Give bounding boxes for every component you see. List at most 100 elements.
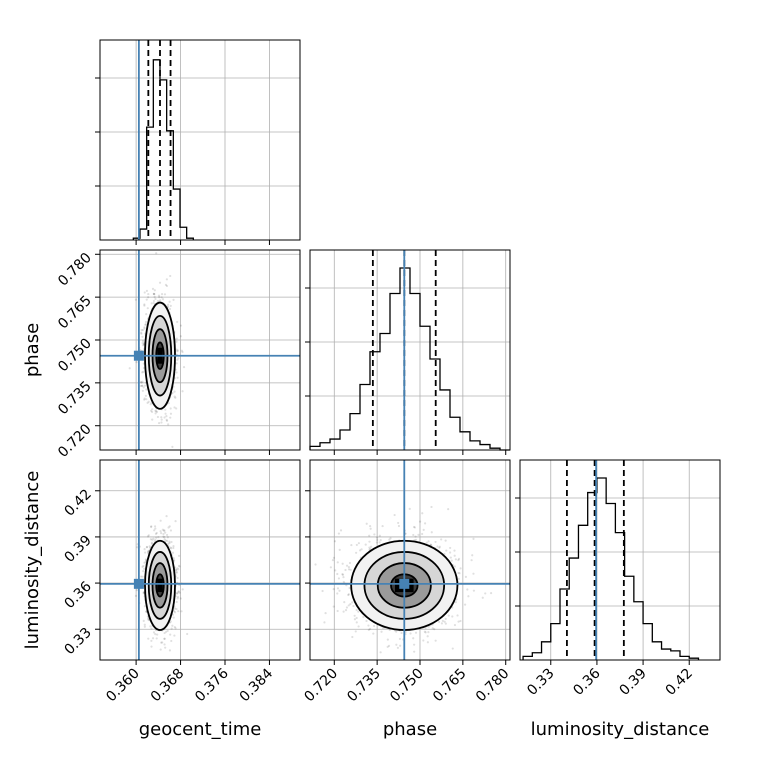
- scatter-point: [177, 554, 181, 557]
- scatter-point: [436, 545, 439, 548]
- scatter-point: [143, 567, 146, 570]
- scatter-point: [365, 522, 368, 525]
- scatter-point: [165, 418, 168, 421]
- scatter-point: [142, 564, 145, 568]
- scatter-point: [453, 554, 456, 557]
- scatter-point: [444, 539, 447, 542]
- scatter-point: [409, 632, 412, 635]
- scatter-point: [143, 304, 146, 307]
- scatter-point: [355, 608, 358, 612]
- scatter-point: [149, 538, 152, 541]
- scatter-point: [141, 380, 144, 383]
- scatter-point: [147, 400, 150, 403]
- scatter-point: [173, 559, 176, 562]
- scatter-point: [414, 535, 417, 538]
- scatter-point: [167, 303, 170, 306]
- scatter-point: [168, 541, 171, 545]
- scatter-point: [345, 606, 349, 609]
- scatter-point: [338, 589, 341, 592]
- scatter-point: [172, 616, 175, 619]
- scatter-point: [173, 634, 176, 637]
- scatter-point: [372, 632, 375, 635]
- scatter-point: [165, 415, 168, 418]
- scatter-point: [163, 631, 166, 635]
- scatter-point: [314, 563, 317, 566]
- scatter-point: [339, 529, 343, 532]
- scatter-point: [171, 624, 174, 627]
- scatter-point: [472, 589, 476, 592]
- scatter-point: [151, 637, 155, 640]
- scatter-point: [169, 529, 173, 532]
- scatter-point: [165, 419, 169, 422]
- panel-contents: [310, 460, 510, 660]
- contour-line: [155, 573, 165, 598]
- contour-line: [147, 551, 173, 620]
- scatter-point: [376, 538, 379, 542]
- scatter-point: [156, 299, 160, 303]
- scatter-point: [154, 409, 157, 412]
- scatter-point: [162, 535, 165, 538]
- scatter-point: [369, 524, 372, 528]
- scatter-point: [176, 349, 180, 352]
- scatter-point: [170, 547, 173, 550]
- scatter-point: [140, 384, 144, 387]
- scatter-point: [336, 561, 339, 564]
- scatter-point: [457, 558, 460, 562]
- scatter-point: [146, 401, 149, 404]
- scatter-point: [466, 588, 469, 591]
- scatter-point: [438, 546, 441, 549]
- scatter-point: [167, 423, 170, 426]
- scatter-point: [397, 524, 401, 528]
- scatter-point: [457, 577, 460, 580]
- scatter-point: [424, 631, 427, 634]
- scatter-point: [152, 292, 156, 296]
- scatter-point: [169, 412, 173, 415]
- scatter-point: [168, 307, 172, 311]
- scatter-point: [141, 371, 144, 374]
- histogram-step: [522, 477, 700, 660]
- scatter-point: [331, 559, 335, 562]
- scatter-point: [341, 562, 344, 565]
- scatter-point: [144, 323, 147, 326]
- scatter-point: [147, 296, 150, 299]
- scatter-point: [451, 647, 454, 650]
- scatter-point: [134, 594, 138, 597]
- x-axis-label-phase: phase: [383, 719, 437, 740]
- panel-frame: [519, 459, 721, 661]
- scatter-point: [332, 588, 335, 591]
- scatter-point: [150, 525, 153, 529]
- scatter-point: [355, 543, 358, 547]
- scatter-point: [368, 540, 371, 543]
- scatter-point: [173, 611, 177, 614]
- histogram-step: [132, 59, 194, 240]
- scatter-point: [156, 633, 159, 636]
- scatter-point: [375, 541, 378, 544]
- scatter-point: [176, 376, 179, 379]
- panel-frame: [99, 459, 301, 661]
- scatter-point: [141, 565, 144, 568]
- scatter-point: [144, 394, 147, 397]
- scatter-point: [336, 587, 340, 590]
- scatter-point: [170, 540, 173, 544]
- scatter-point: [172, 298, 175, 301]
- scatter-point: [147, 292, 150, 296]
- scatter-point: [422, 528, 425, 531]
- scatter-point: [172, 610, 176, 613]
- density-peak: [157, 578, 163, 593]
- scatter-point: [154, 297, 157, 301]
- scatter-point: [171, 391, 174, 395]
- scatter-point: [154, 527, 157, 530]
- scatter-point: [145, 388, 148, 391]
- scatter-point: [157, 421, 161, 425]
- scatter-point: [154, 412, 157, 415]
- scatter-point: [396, 646, 399, 649]
- scatter-point: [337, 577, 341, 580]
- scatter-point: [128, 367, 131, 370]
- scatter-point: [181, 350, 184, 354]
- scatter-point: [175, 407, 178, 410]
- scatter-point: [425, 541, 428, 544]
- scatter-point: [150, 541, 154, 544]
- scatter-point: [395, 630, 398, 633]
- scatter-point: [162, 532, 165, 536]
- scatter-point: [430, 531, 433, 534]
